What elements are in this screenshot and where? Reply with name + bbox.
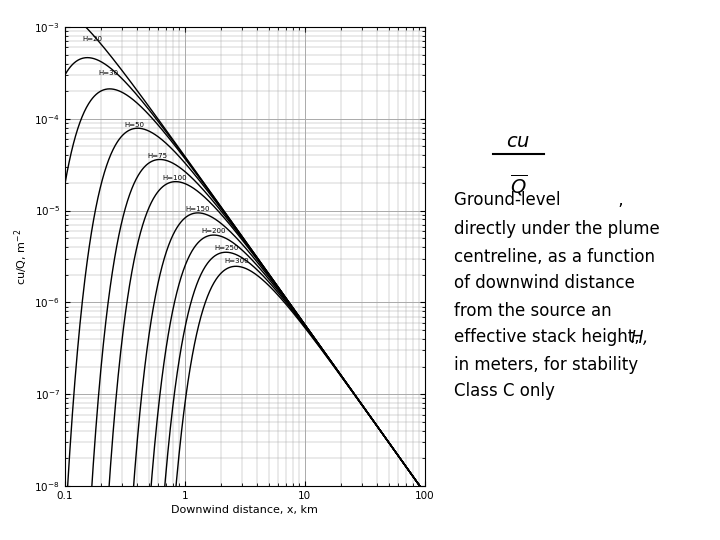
Text: Class C only: Class C only: [454, 382, 554, 401]
Text: H=50: H=50: [125, 123, 145, 129]
Text: H=75: H=75: [147, 153, 167, 159]
Text: H=30: H=30: [99, 71, 118, 77]
Text: H=150: H=150: [186, 206, 210, 212]
Text: H=200: H=200: [202, 228, 226, 234]
Text: $H$,: $H$,: [630, 328, 648, 347]
Text: H=300: H=300: [225, 259, 249, 265]
Text: centreline, as a function: centreline, as a function: [454, 247, 654, 266]
X-axis label: Downwind distance, x, km: Downwind distance, x, km: [171, 505, 318, 515]
Text: H=20: H=20: [82, 36, 102, 42]
Text: H=250: H=250: [214, 245, 238, 251]
Text: of downwind distance: of downwind distance: [454, 274, 634, 293]
Text: from the source an: from the source an: [454, 301, 611, 320]
Y-axis label: cu/Q, m$^{-2}$: cu/Q, m$^{-2}$: [12, 228, 30, 285]
Text: in meters, for stability: in meters, for stability: [454, 355, 638, 374]
Text: effective stack height,: effective stack height,: [454, 328, 644, 347]
Text: directly under the plume: directly under the plume: [454, 220, 660, 239]
Text: $cu$: $cu$: [506, 132, 531, 151]
Text: $\overline{Q}$: $\overline{Q}$: [510, 173, 527, 198]
Text: Ground-level           ,: Ground-level ,: [454, 191, 624, 209]
Text: H=100: H=100: [163, 176, 187, 181]
